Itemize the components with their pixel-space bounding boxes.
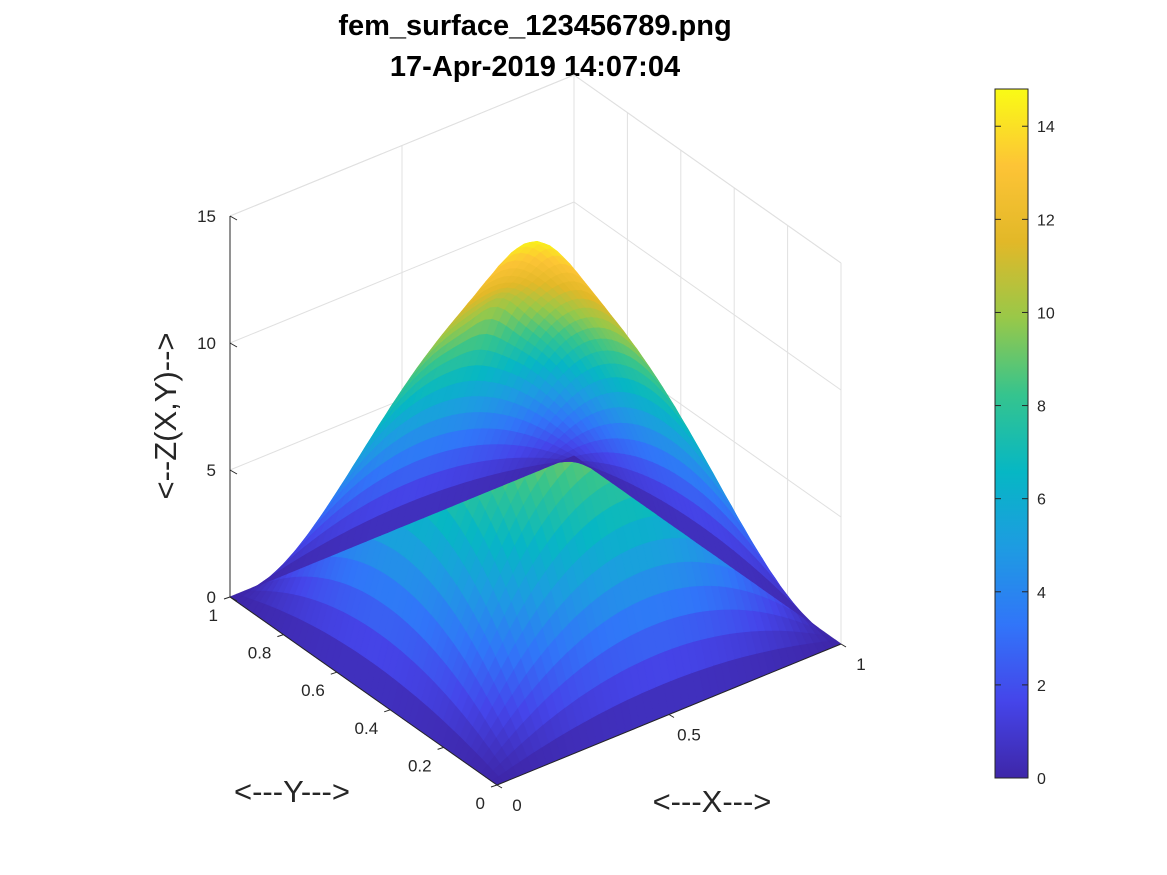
x-tick-mark xyxy=(840,643,847,648)
grid-line xyxy=(573,201,842,391)
x-tick-label: 0.5 xyxy=(677,726,701,745)
y-tick-mark xyxy=(223,596,231,600)
surface xyxy=(229,240,842,786)
colorbar-tick-label: 10 xyxy=(1037,305,1055,322)
x-tick-label: 0 xyxy=(512,796,521,815)
y-tick-mark xyxy=(384,709,391,713)
chart-title: fem_surface_123456789.png xyxy=(338,10,732,42)
axis-labels: <---X---> <---Y---> <--Z(X,Y)--> xyxy=(148,332,771,819)
y-tick-mark xyxy=(330,671,337,675)
surface-patch xyxy=(565,455,581,462)
z-tick-mark xyxy=(229,469,238,475)
z-axis-label: <--Z(X,Y)--> xyxy=(148,332,183,499)
z-tick-mark xyxy=(229,596,238,602)
y-axis-line xyxy=(229,596,498,786)
colorbar-tick-label: 12 xyxy=(1037,212,1055,229)
y-tick-label: 0.2 xyxy=(408,756,432,775)
z-tick-mark xyxy=(229,342,238,348)
colorbar-tick-label: 4 xyxy=(1037,585,1046,602)
colorbar-gradient xyxy=(994,88,1029,779)
grid-line xyxy=(229,201,575,344)
y-tick-label: 0.6 xyxy=(301,681,325,700)
chart-subtitle: 17-Apr-2019 14:07:04 xyxy=(389,51,681,83)
grid-line xyxy=(573,74,842,264)
grid-line xyxy=(229,74,575,217)
y-tick-mark xyxy=(490,784,498,788)
x-axis-label: <---X---> xyxy=(653,784,772,819)
y-tick-mark xyxy=(277,634,284,638)
y-tick-label: 0 xyxy=(476,794,485,813)
x-tick-mark xyxy=(496,784,503,789)
colorbar-tick-label: 6 xyxy=(1037,492,1046,509)
colorbar-tick-label: 8 xyxy=(1037,399,1046,416)
colorbar: 0 2 4 6 8 10 12 14 xyxy=(994,88,1055,788)
axes-lines xyxy=(223,215,847,789)
z-tick-mark xyxy=(229,215,238,221)
colorbar-tick-label: 2 xyxy=(1037,678,1046,695)
colorbar-tick-label: 14 xyxy=(1037,119,1055,136)
y-tick-label: 1 xyxy=(209,606,218,625)
z-tick-label: 10 xyxy=(197,334,216,353)
z-tick-label: 5 xyxy=(207,461,216,480)
z-tick-label: 15 xyxy=(197,207,216,226)
x-tick-label: 1 xyxy=(856,655,865,674)
colorbar-tick-label: 0 xyxy=(1037,771,1046,788)
y-axis-label: <---Y---> xyxy=(234,774,350,809)
x-tick-mark xyxy=(668,714,675,718)
y-tick-label: 0.4 xyxy=(355,719,379,738)
y-tick-label: 0.8 xyxy=(248,644,272,663)
y-tick-mark xyxy=(437,746,444,750)
z-tick-label: 0 xyxy=(207,588,216,607)
